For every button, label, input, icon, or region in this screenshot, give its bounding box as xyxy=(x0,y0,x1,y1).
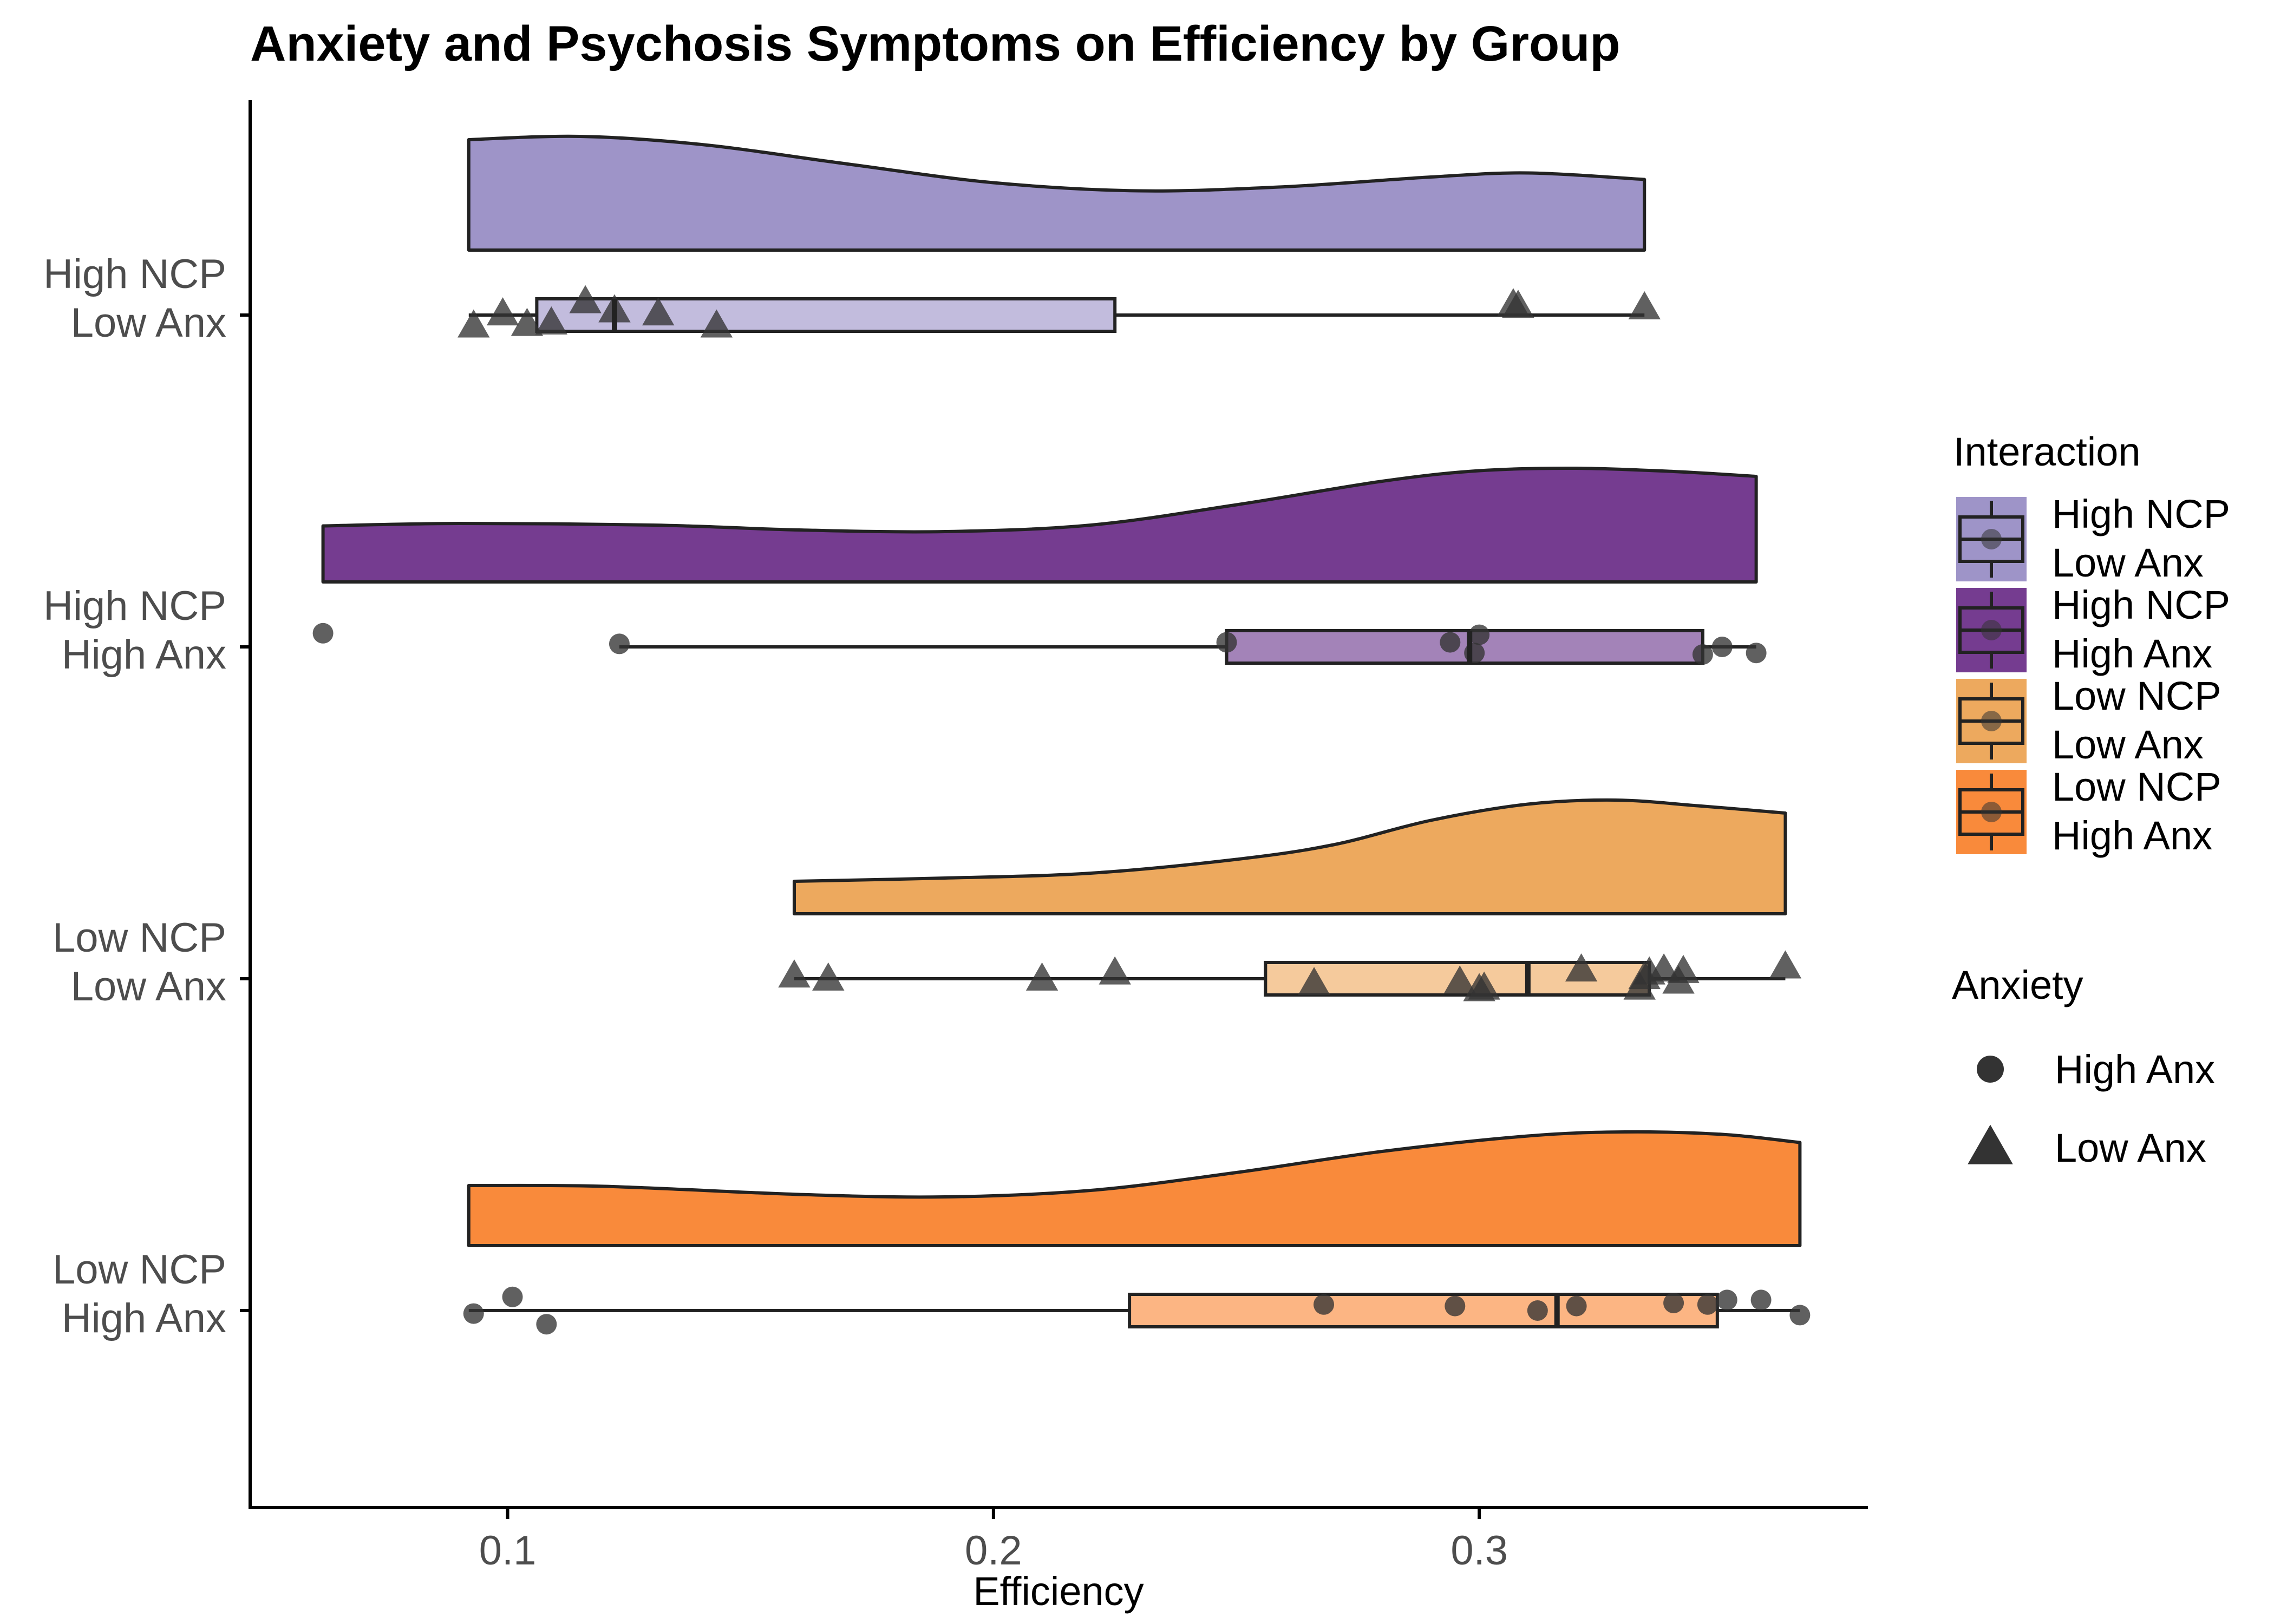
point-3-0 xyxy=(463,1303,484,1324)
legend-anxiety-label-1: Low Anx xyxy=(2055,1125,2206,1170)
point-2-4 xyxy=(1298,967,1330,996)
y-tick-label-3-line2: High Anx xyxy=(62,1295,226,1341)
point-1-5 xyxy=(1469,624,1490,645)
y-tick-label-1-line1: High NCP xyxy=(43,583,226,629)
legend-label-3-line1: Low NCP xyxy=(2052,764,2221,809)
box-3 xyxy=(1128,1293,1719,1328)
legend-key-2 xyxy=(1955,678,2028,764)
point-2-1 xyxy=(812,962,845,991)
x-axis-title: Efficiency xyxy=(973,1569,1143,1614)
legend-label-0-line2: Low Anx xyxy=(2052,540,2204,585)
point-0-10 xyxy=(1628,291,1661,319)
point-1-0 xyxy=(312,623,334,644)
point-2-8 xyxy=(1565,953,1598,982)
box-1 xyxy=(1225,629,1704,665)
legend-label-1-line1: High NCP xyxy=(2052,582,2230,627)
group-1 xyxy=(312,466,1767,665)
density-2 xyxy=(792,798,1787,915)
box-0 xyxy=(535,297,1117,333)
legend-shape-0 xyxy=(1977,1056,2004,1083)
point-0-2 xyxy=(511,307,544,336)
point-2-7 xyxy=(1468,971,1500,1000)
point-3-7 xyxy=(1663,1293,1684,1313)
point-3-1 xyxy=(502,1286,523,1307)
legend-key-3 xyxy=(1955,769,2028,855)
point-2-14 xyxy=(1667,954,1700,983)
point-1-7 xyxy=(1711,637,1733,657)
point-2-12 xyxy=(1648,953,1680,982)
point-2-3 xyxy=(1099,956,1131,985)
point-3-6 xyxy=(1566,1295,1587,1317)
y-tick-label-2-line1: Low NCP xyxy=(53,915,226,961)
point-0-6 xyxy=(642,297,675,326)
point-2-0 xyxy=(778,959,811,988)
density-1 xyxy=(321,466,1758,584)
point-2-2 xyxy=(1025,962,1058,991)
point-2-15 xyxy=(1769,950,1802,979)
legend-key-0 xyxy=(1955,496,2028,582)
plot-area xyxy=(312,134,1811,1335)
y-tick-label-3-line1: Low NCP xyxy=(53,1247,226,1293)
legend-key-point-1 xyxy=(1981,620,2002,640)
group-3 xyxy=(463,1130,1811,1335)
legend-key-point-0 xyxy=(1981,529,2002,549)
y-tick-label-0-line2: Low Anx xyxy=(71,300,226,346)
legend-label-3-line2: High Anx xyxy=(2052,813,2212,858)
point-3-8 xyxy=(1697,1294,1718,1315)
point-1-2 xyxy=(1216,632,1237,653)
point-2-5 xyxy=(1443,965,1476,994)
point-3-11 xyxy=(1789,1305,1811,1326)
legend-shape-1 xyxy=(1968,1124,2013,1164)
point-3-2 xyxy=(536,1314,557,1335)
legend-label-1-line2: High Anx xyxy=(2052,631,2212,676)
legend-key-1 xyxy=(1955,587,2028,673)
x-tick-label-2: 0.3 xyxy=(1450,1528,1508,1574)
point-0-1 xyxy=(486,297,519,326)
legend-key-point-3 xyxy=(1981,802,2002,822)
point-1-6 xyxy=(1692,644,1713,665)
y-tick-label-2-line2: Low Anx xyxy=(71,964,226,1010)
legend-label-2-line1: Low NCP xyxy=(2052,673,2221,718)
point-1-3 xyxy=(1440,632,1461,653)
point-1-1 xyxy=(609,633,630,654)
point-1-8 xyxy=(1746,643,1767,664)
point-3-3 xyxy=(1314,1294,1335,1315)
x-tick-label-0: 0.1 xyxy=(479,1528,537,1574)
legend-interaction-title: Interaction xyxy=(1953,429,2141,474)
point-0-7 xyxy=(700,309,733,338)
density-3 xyxy=(467,1130,1802,1247)
point-0-9 xyxy=(1502,290,1534,318)
point-3-5 xyxy=(1527,1300,1548,1321)
point-3-4 xyxy=(1445,1295,1466,1317)
legend-label-2-line2: Low Anx xyxy=(2052,722,2204,767)
legend-key-point-2 xyxy=(1981,711,2002,731)
legend-label-0-line1: High NCP xyxy=(2052,492,2230,536)
group-0 xyxy=(458,134,1661,338)
point-0-4 xyxy=(569,285,602,313)
chart-title: Anxiety and Psychosis Symptoms on Effici… xyxy=(250,16,1620,71)
x-tick-label-1: 0.2 xyxy=(965,1528,1022,1574)
y-tick-label-1-line2: High Anx xyxy=(62,632,226,678)
point-3-10 xyxy=(1750,1289,1772,1311)
density-0 xyxy=(467,134,1646,252)
y-tick-label-0-line1: High NCP xyxy=(43,251,226,297)
point-0-3 xyxy=(535,306,568,335)
point-3-9 xyxy=(1716,1289,1737,1311)
group-2 xyxy=(778,798,1802,1001)
point-0-0 xyxy=(458,309,490,338)
legend-anxiety-title: Anxiety xyxy=(1952,962,2083,1007)
legend-anxiety-label-0: High Anx xyxy=(2055,1047,2215,1092)
